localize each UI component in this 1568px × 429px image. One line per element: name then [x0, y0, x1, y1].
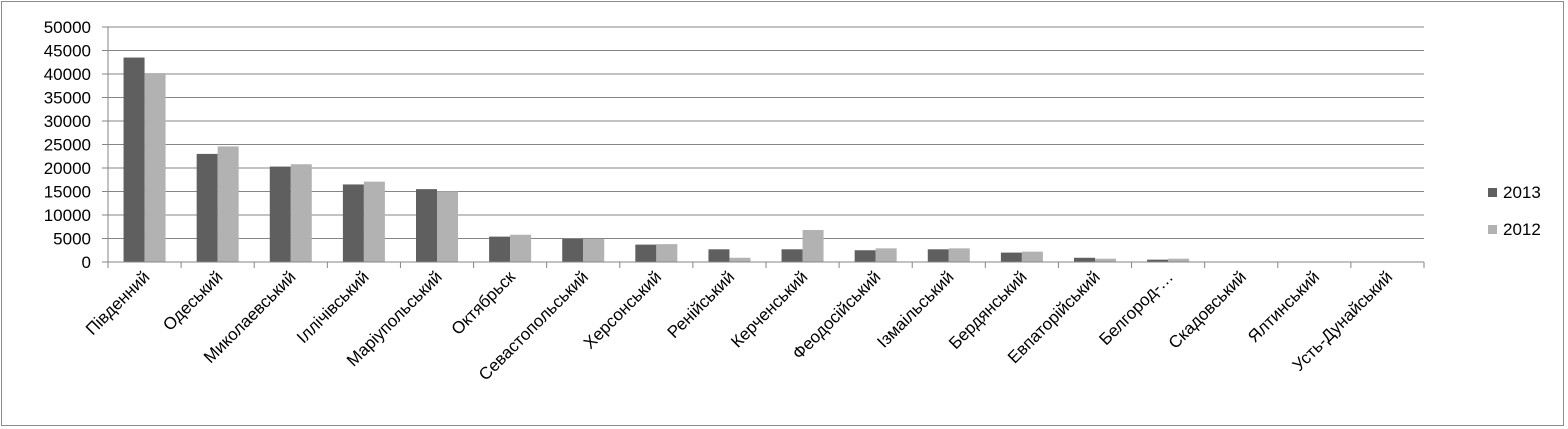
- bar-2013: [854, 250, 876, 262]
- y-tick-label: 5000: [53, 230, 91, 249]
- bar-2013: [781, 249, 803, 262]
- y-tick-label: 15000: [44, 183, 91, 202]
- bar-2013: [708, 249, 730, 262]
- bars: [123, 57, 1190, 262]
- x-category-label: Ялтинський: [1244, 267, 1323, 346]
- y-tick-label: 10000: [44, 206, 91, 225]
- x-category-label: Херсонський: [580, 267, 665, 352]
- bar-2013: [562, 238, 584, 262]
- y-tick-label: 45000: [44, 42, 91, 61]
- bar-2012: [948, 248, 970, 262]
- x-category-label: Одеський: [159, 267, 226, 334]
- bar-2013: [416, 189, 437, 262]
- bar-2013: [1147, 259, 1169, 262]
- y-tick-label: 0: [82, 253, 91, 272]
- bar-2013: [489, 236, 511, 262]
- y-axis: 0 5000 10000 15000 20000 25000 30000 35000 40000…: [44, 18, 109, 272]
- x-category-label: Белгород-…: [1095, 267, 1177, 349]
- bar-2013: [1000, 252, 1022, 262]
- x-axis: Південний ОдеськийМиколаевськийІллічівськ…: [82, 261, 1425, 384]
- bar-2012: [729, 257, 751, 262]
- y-tick-label: 50000: [44, 18, 91, 37]
- bar-2012: [1021, 251, 1043, 262]
- x-category-label: Іллічівський: [293, 267, 373, 347]
- bar-2012: [144, 73, 166, 262]
- bar-2013: [342, 184, 364, 262]
- bar-2012: [1095, 258, 1116, 262]
- bar-2013: [196, 153, 218, 262]
- bar-2013: [123, 57, 145, 262]
- bar-2013: [269, 166, 291, 262]
- bar-2012: [1168, 258, 1190, 262]
- bar-2013: [635, 244, 657, 262]
- bar-2012: [437, 191, 458, 262]
- y-tick-label: 25000: [44, 136, 91, 155]
- legend-swatch-2013: [1488, 188, 1497, 197]
- bar-2012: [290, 164, 312, 262]
- x-category-label: Скадовський: [1165, 267, 1250, 352]
- bar-2012: [583, 238, 605, 262]
- bar-2012: [802, 230, 824, 262]
- x-category-label: Октябрьск: [448, 267, 520, 339]
- bar-2012: [875, 248, 897, 262]
- legend-label-2013: 2013: [1503, 183, 1541, 202]
- x-category-label: Ренійський: [664, 267, 739, 342]
- legend: 2013 2012: [1488, 183, 1541, 239]
- bar-2012: [656, 244, 678, 262]
- bar-2012: [217, 146, 239, 262]
- x-category-label: Південний: [82, 267, 153, 338]
- bar-2012: [510, 234, 532, 262]
- y-tick-label: 20000: [44, 159, 91, 178]
- legend-swatch-2012: [1488, 225, 1497, 234]
- bar-2013: [927, 249, 949, 262]
- y-tick-label: 30000: [44, 112, 91, 131]
- y-tick-label: 35000: [44, 89, 91, 108]
- bar-2013: [1074, 257, 1095, 262]
- legend-label-2012: 2012: [1503, 220, 1541, 239]
- y-tick-label: 40000: [44, 65, 91, 84]
- bar-2012: [363, 181, 385, 262]
